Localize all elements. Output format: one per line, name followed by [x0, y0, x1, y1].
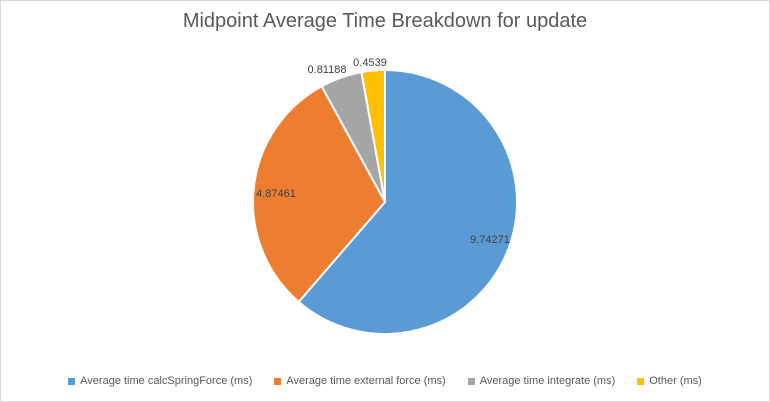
data-label-0: 9.74271 — [470, 234, 510, 246]
pie-slice-0 — [297, 68, 518, 335]
legend-item-calcspringforce: Average time calcSpringForce (ms) — [68, 375, 252, 387]
legend-label: Other (ms) — [649, 375, 702, 387]
legend-label: Average time integrate (ms) — [479, 375, 616, 387]
chart-title: Midpoint Average Time Breakdown for upda… — [182, 10, 588, 32]
data-label-3: 0.4539 — [353, 57, 387, 69]
legend-item-integrate: Average time integrate (ms) — [467, 375, 616, 387]
data-label-1: 4.87461 — [256, 188, 296, 200]
legend-label: Average time external force (ms) — [286, 375, 446, 387]
legend: Average time calcSpringForce (ms) Averag… — [0, 375, 770, 387]
pie-slice-1 — [252, 84, 387, 304]
legend-swatch — [68, 377, 76, 385]
pie-slice-3 — [360, 68, 386, 203]
legend-swatch — [274, 377, 282, 385]
legend-item-other: Other (ms) — [637, 375, 702, 387]
legend-swatch — [637, 377, 645, 385]
legend-swatch — [467, 377, 475, 385]
legend-item-external-force: Average time external force (ms) — [274, 375, 446, 387]
legend-label: Average time calcSpringForce (ms) — [80, 375, 253, 387]
data-label-2: 0.81188 — [308, 64, 347, 76]
